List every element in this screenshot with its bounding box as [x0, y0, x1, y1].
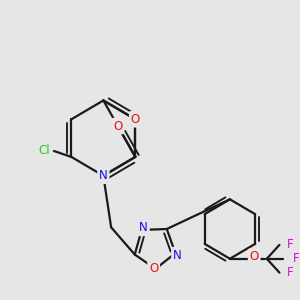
- Text: O: O: [149, 262, 158, 275]
- Text: O: O: [131, 113, 140, 126]
- Text: F: F: [287, 238, 293, 251]
- Text: N: N: [173, 249, 182, 262]
- Text: N: N: [99, 169, 108, 182]
- Text: Cl: Cl: [38, 145, 50, 158]
- Text: F: F: [287, 266, 293, 279]
- Text: F: F: [292, 252, 299, 265]
- Text: O: O: [113, 119, 122, 133]
- Text: O: O: [250, 250, 259, 263]
- Text: N: N: [139, 221, 148, 234]
